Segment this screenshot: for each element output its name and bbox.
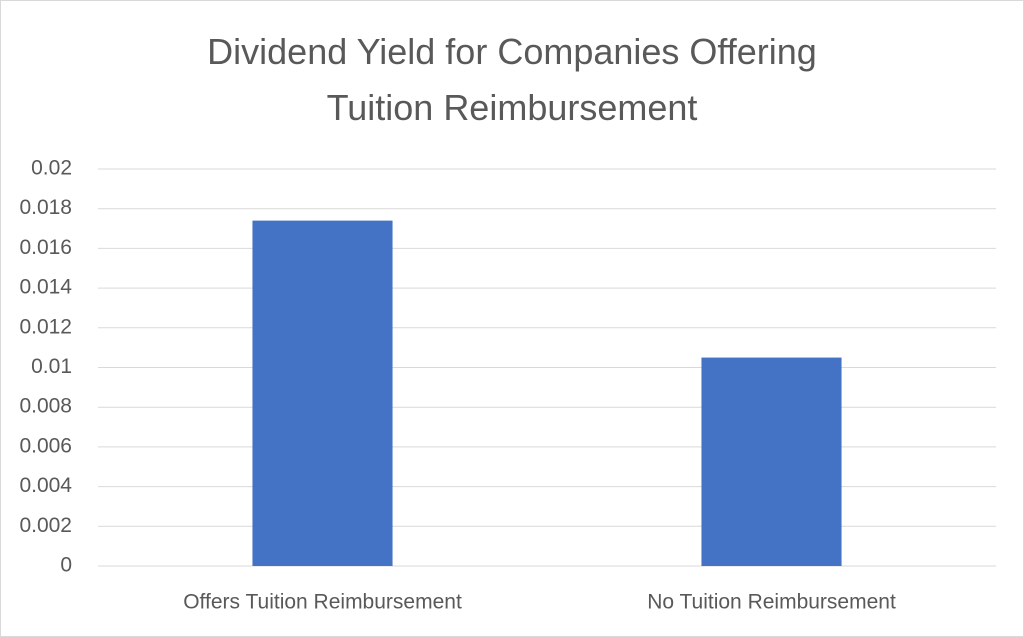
y-tick-label: 0.014 (19, 276, 72, 299)
x-tick-label: Offers Tuition Reimbursement (183, 591, 462, 614)
x-tick-label: No Tuition Reimbursement (647, 591, 896, 614)
y-tick-label: 0.02 (31, 157, 72, 180)
bar (701, 357, 842, 566)
y-tick-label: 0.018 (19, 196, 72, 219)
y-tick-label: 0.002 (19, 514, 72, 537)
y-tick-label: 0.006 (19, 434, 72, 457)
y-tick-label: 0.008 (19, 395, 72, 418)
y-tick-label: 0.016 (19, 236, 72, 259)
y-tick-label: 0 (60, 554, 72, 577)
y-tick-label: 0.004 (19, 474, 72, 497)
bar (252, 220, 393, 567)
y-tick-label: 0.012 (19, 315, 72, 338)
y-tick-label: 0.01 (31, 355, 72, 378)
chart-title: Dividend Yield for Companies Offering Tu… (207, 31, 817, 128)
